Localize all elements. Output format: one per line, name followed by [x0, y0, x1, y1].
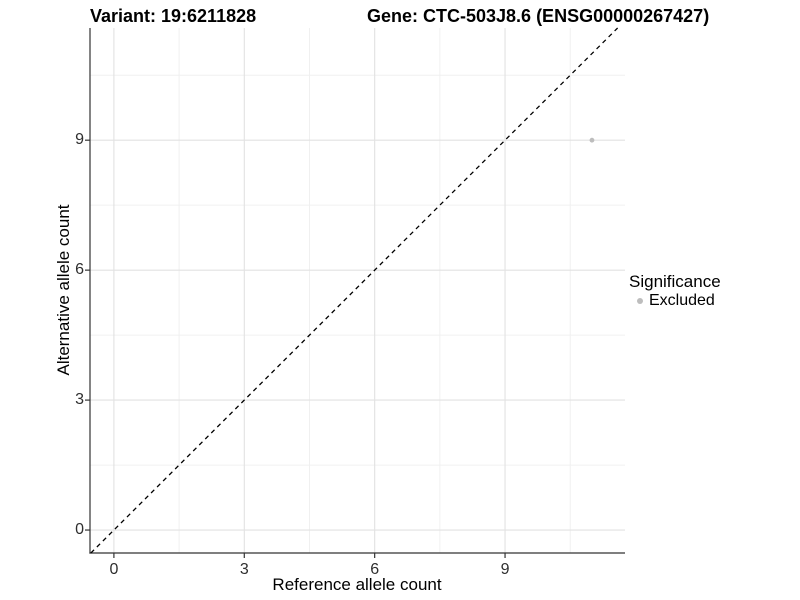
legend-item-label: Excluded: [649, 291, 715, 309]
x-tick-label: 0: [109, 561, 119, 578]
y-tick-label: 3: [75, 391, 84, 409]
excluded-point-icon: [637, 297, 643, 304]
identity-line: [90, 27, 619, 554]
legend-item-excluded: Excluded: [629, 292, 721, 309]
y-tick-label: 0: [75, 521, 84, 539]
data-point: [589, 137, 595, 143]
x-tick-label: 6: [370, 561, 380, 578]
x-axis-title: Reference allele count: [272, 575, 442, 594]
y-tick-label: 6: [75, 261, 84, 279]
x-tick-label: 3: [239, 561, 249, 578]
y-axis-title: Alternative allele count: [54, 204, 73, 376]
y-tick-label: 9: [75, 131, 84, 149]
legend-title: Significance: [629, 272, 721, 291]
x-tick-label: 9: [500, 561, 510, 578]
gene-title: Gene: CTC-503J8.6 (ENSG00000267427): [367, 6, 710, 26]
legend: Significance Excluded: [629, 272, 721, 309]
variant-title: Variant: 19:6211828: [90, 6, 257, 26]
